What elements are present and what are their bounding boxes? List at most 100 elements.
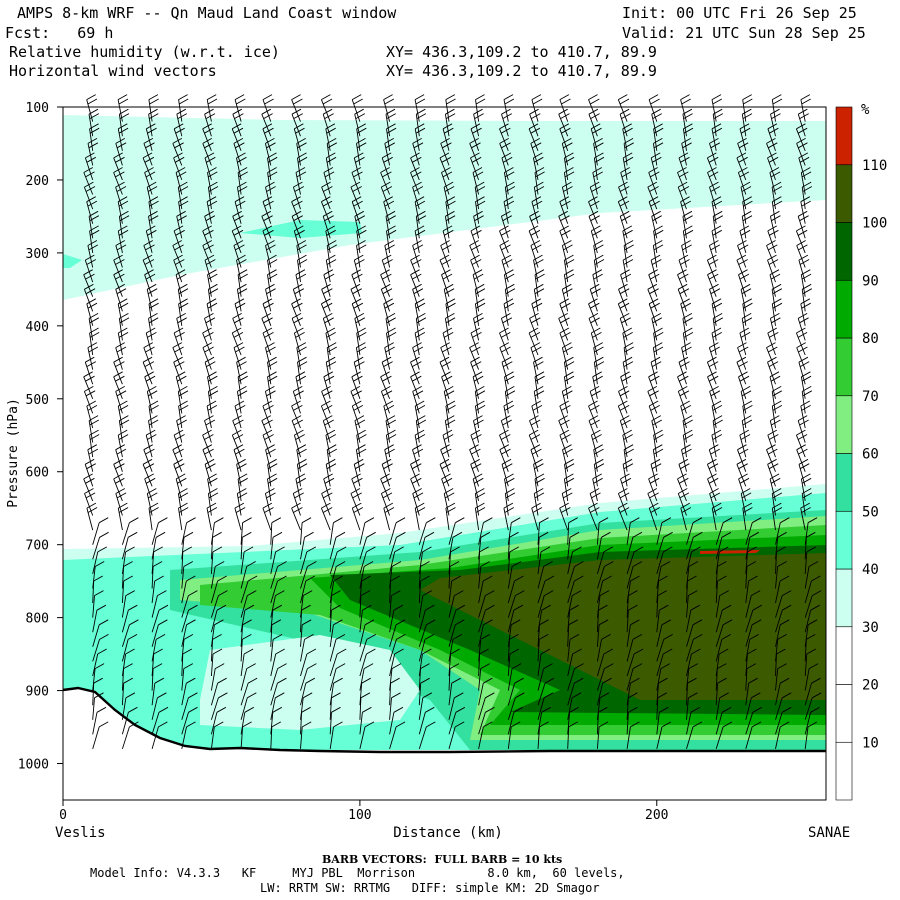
barb-tick [504, 405, 515, 411]
wind-barb [320, 196, 333, 224]
barb-tick [531, 502, 541, 509]
barb-tick [353, 200, 363, 207]
barb-tick [709, 488, 719, 494]
wind-barb [537, 634, 549, 662]
barb-tick [781, 590, 792, 596]
barb-tick [683, 332, 694, 338]
barb-tick [297, 356, 307, 363]
barb-tick [807, 619, 818, 626]
barb-tick [331, 590, 341, 596]
barb-staff [596, 522, 600, 545]
barb-staff [708, 245, 717, 268]
barb-tick [412, 240, 422, 246]
wind-barb [143, 138, 155, 166]
barb-tick [598, 721, 609, 728]
wind-barb [359, 531, 376, 560]
barb-tick [568, 517, 578, 524]
barb-staff [210, 683, 219, 706]
barb-tick [386, 123, 396, 130]
barb-staff [414, 508, 420, 531]
barb-staff [329, 668, 337, 691]
barb-tick [594, 259, 605, 265]
wind-barb [151, 721, 168, 750]
barb-tick [449, 663, 460, 669]
barb-tick [690, 604, 701, 611]
barb-tick [416, 317, 427, 324]
barb-staff [329, 522, 334, 545]
barb-staff [709, 289, 717, 312]
barb-staff [528, 128, 539, 151]
barb-staff [121, 537, 129, 560]
barb-tick [501, 415, 511, 421]
barb-staff [353, 362, 361, 385]
barb-tick [505, 492, 516, 499]
barb-staff [418, 683, 422, 706]
barb-tick [622, 327, 633, 334]
barb-tick [356, 346, 367, 353]
barb-tick [386, 215, 396, 222]
barb-tick [291, 400, 301, 407]
wind-barb [144, 473, 156, 502]
wind-barb [87, 138, 99, 166]
barb-tick [352, 186, 362, 192]
wind-barb [681, 342, 692, 370]
barb-staff [145, 230, 153, 254]
barb-tick [808, 561, 819, 567]
barb-tick [384, 302, 395, 309]
wind-barb [89, 327, 100, 356]
wind-barb [503, 94, 515, 122]
barb-tick [709, 283, 719, 290]
barb-tick [351, 167, 362, 173]
barb-tick [83, 269, 93, 276]
barb-tick [85, 171, 95, 178]
wind-barb [528, 429, 541, 458]
wind-barb [329, 677, 343, 706]
barb-tick [177, 215, 187, 222]
barb-tick [767, 327, 778, 334]
barb-tick [708, 375, 719, 382]
wind-barb [775, 619, 790, 647]
wind-barb [270, 648, 285, 677]
barb-tick [322, 405, 333, 411]
barb-tick [620, 167, 630, 173]
wind-barb [593, 152, 605, 180]
barb-tick [93, 575, 103, 582]
barb-staff [678, 464, 687, 487]
barb-staff [478, 566, 482, 589]
wind-barb [656, 517, 672, 545]
barb-staff [322, 216, 331, 239]
barb-tick [237, 386, 247, 392]
barb-tick [767, 356, 777, 363]
barb-tick [412, 138, 422, 144]
wind-barb [444, 313, 456, 341]
barb-tick [118, 400, 128, 407]
barb-tick [331, 692, 341, 699]
barb-tick [85, 273, 95, 280]
barb-tick [619, 390, 630, 397]
wind-barb [441, 167, 453, 195]
barb-tick [97, 546, 108, 553]
wind-barb [804, 692, 822, 720]
barb-tick [539, 619, 549, 626]
wind-barb [745, 531, 760, 560]
barb-tick [739, 327, 750, 334]
wind-barb [178, 196, 189, 224]
wind-barb [295, 371, 307, 399]
wind-barb [291, 94, 303, 122]
barb-tick [651, 210, 661, 217]
barb-staff [626, 639, 634, 662]
barb-staff [677, 186, 687, 210]
barb-tick [326, 138, 337, 144]
barb-staff [210, 697, 219, 720]
barb-staff [232, 114, 242, 137]
wind-barb [503, 298, 515, 326]
barb-staff [178, 508, 183, 531]
wind-barb [715, 531, 732, 560]
barb-staff [418, 653, 423, 677]
barb-tick [710, 390, 721, 397]
wind-barb [623, 240, 634, 268]
barb-staff [210, 595, 219, 618]
barb-tick [326, 152, 336, 159]
barb-tick [440, 240, 450, 246]
barb-tick [560, 215, 570, 222]
